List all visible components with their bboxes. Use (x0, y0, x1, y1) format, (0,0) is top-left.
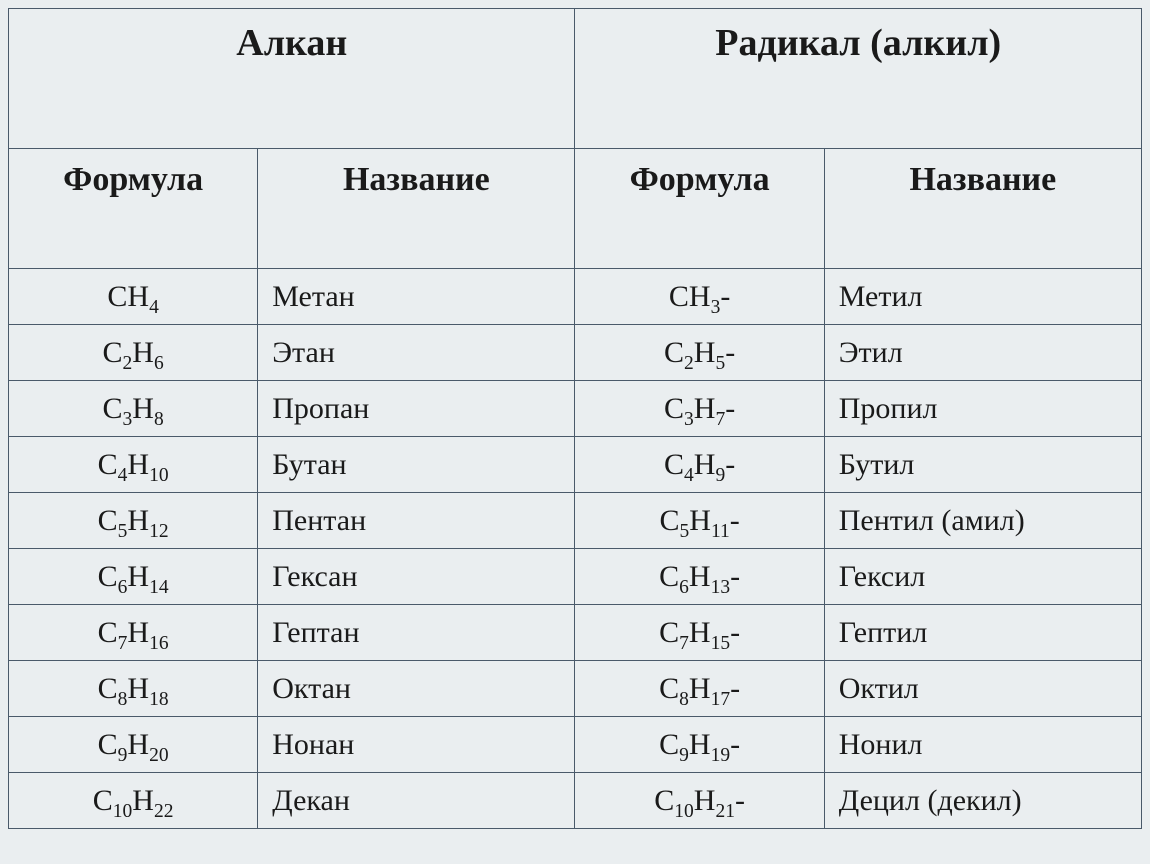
alkane-formula: C9H20 (9, 717, 258, 773)
radical-name: Метил (824, 269, 1141, 325)
table-row: C7H16ГептанC7H15-Гептил (9, 605, 1142, 661)
alkane-name: Октан (258, 661, 575, 717)
alkane-name: Пентан (258, 493, 575, 549)
radical-formula: C4H9- (575, 437, 824, 493)
alkane-name: Этан (258, 325, 575, 381)
subheader-formula-radical: Формула (575, 149, 824, 269)
radical-name: Бутил (824, 437, 1141, 493)
radical-name: Этил (824, 325, 1141, 381)
alkane-formula: C6H14 (9, 549, 258, 605)
alkane-formula: C8H18 (9, 661, 258, 717)
alkane-name: Бутан (258, 437, 575, 493)
table-row: C2H6ЭтанC2H5-Этил (9, 325, 1142, 381)
radical-name: Октил (824, 661, 1141, 717)
radical-name: Гексил (824, 549, 1141, 605)
table-row: C8H18ОктанC8H17-Октил (9, 661, 1142, 717)
subheader-name-radical: Название (824, 149, 1141, 269)
table-row: CH4МетанCH3-Метил (9, 269, 1142, 325)
radical-formula: C8H17- (575, 661, 824, 717)
radical-name: Нонил (824, 717, 1141, 773)
alkane-name: Метан (258, 269, 575, 325)
alkane-formula: CH4 (9, 269, 258, 325)
radical-name: Пропил (824, 381, 1141, 437)
table-row: C5H12ПентанC5H11-Пентил (амил) (9, 493, 1142, 549)
alkane-name: Гептан (258, 605, 575, 661)
table-row: C4H10БутанC4H9-Бутил (9, 437, 1142, 493)
radical-formula: C3H7- (575, 381, 824, 437)
subheader-name-alkane: Название (258, 149, 575, 269)
header-radical: Радикал (алкил) (575, 9, 1142, 149)
alkane-formula: C3H8 (9, 381, 258, 437)
radical-formula: C5H11- (575, 493, 824, 549)
alkane-radical-table: Алкан Радикал (алкил) Формула Название Ф… (8, 8, 1142, 829)
radical-name: Гептил (824, 605, 1141, 661)
radical-formula: C10H21- (575, 773, 824, 829)
subheader-formula-alkane: Формула (9, 149, 258, 269)
header-alkane: Алкан (9, 9, 575, 149)
alkane-name: Пропан (258, 381, 575, 437)
radical-formula: C2H5- (575, 325, 824, 381)
radical-formula: C9H19- (575, 717, 824, 773)
alkane-name: Гексан (258, 549, 575, 605)
radical-name: Децил (декил) (824, 773, 1141, 829)
alkane-formula: C7H16 (9, 605, 258, 661)
radical-name: Пентил (амил) (824, 493, 1141, 549)
table-header-sub: Формула Название Формула Название (9, 149, 1142, 269)
table-row: C10H22ДеканC10H21-Децил (декил) (9, 773, 1142, 829)
radical-formula: CH3- (575, 269, 824, 325)
alkane-formula: C5H12 (9, 493, 258, 549)
table-row: C3H8ПропанC3H7-Пропил (9, 381, 1142, 437)
alkane-name: Нонан (258, 717, 575, 773)
alkane-formula: C4H10 (9, 437, 258, 493)
table-row: C6H14ГексанC6H13-Гексил (9, 549, 1142, 605)
table-row: C9H20НонанC9H19-Нонил (9, 717, 1142, 773)
alkane-formula: C10H22 (9, 773, 258, 829)
radical-formula: C6H13- (575, 549, 824, 605)
table-header-main: Алкан Радикал (алкил) (9, 9, 1142, 149)
radical-formula: C7H15- (575, 605, 824, 661)
alkane-formula: C2H6 (9, 325, 258, 381)
alkane-name: Декан (258, 773, 575, 829)
